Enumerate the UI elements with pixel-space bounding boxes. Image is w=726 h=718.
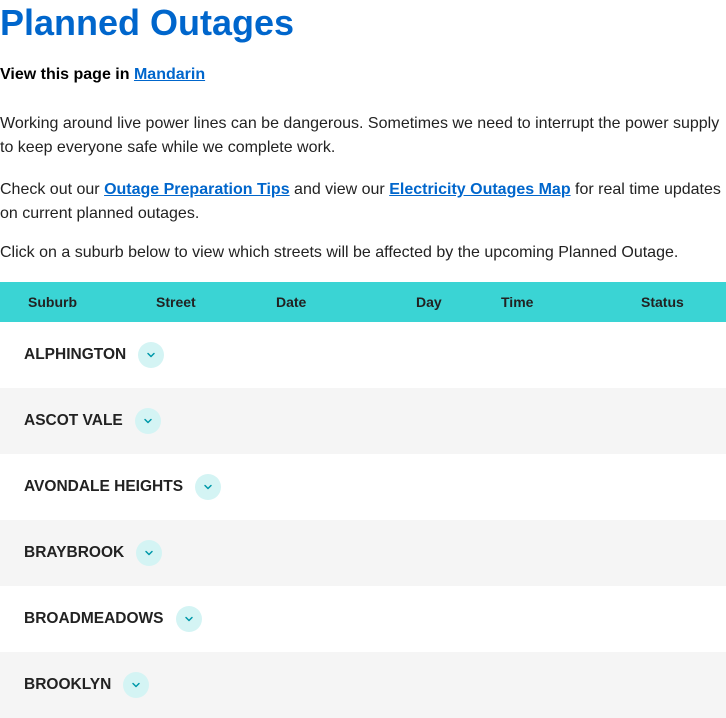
intro-paragraph: Working around live power lines can be d… [0,112,726,160]
links-mid: and view our [290,181,390,198]
links-paragraph: Check out our Outage Preparation Tips an… [0,178,726,226]
column-header-street: Street [156,294,276,310]
suburb-row[interactable]: ASCOT VALE [0,388,726,454]
language-prefix: View this page in [0,66,134,83]
chevron-down-icon[interactable] [176,606,202,632]
suburb-label: BRAYBROOK [24,544,124,562]
chevron-down-icon[interactable] [123,672,149,698]
accordion-container: ALPHINGTON ASCOT VALE AVONDALE HEIGHTS BRAY… [0,322,726,718]
suburb-row[interactable]: ALPHINGTON [0,322,726,388]
suburb-label: BROOKLYN [24,676,111,694]
chevron-down-icon[interactable] [195,474,221,500]
chevron-down-icon[interactable] [138,342,164,368]
suburb-label: AVONDALE HEIGHTS [24,478,183,496]
outages-map-link[interactable]: Electricity Outages Map [389,181,570,198]
suburb-row[interactable]: BROOKLYN [0,652,726,718]
page-title: Planned Outages [0,2,726,44]
outage-preparation-link[interactable]: Outage Preparation Tips [104,181,290,198]
suburb-row[interactable]: AVONDALE HEIGHTS [0,454,726,520]
column-header-day: Day [416,294,501,310]
mandarin-link[interactable]: Mandarin [134,66,205,83]
suburb-row[interactable]: BROADMEADOWS [0,586,726,652]
column-header-date: Date [276,294,416,310]
table-header-row: Suburb Street Date Day Time Status [0,282,726,322]
links-prefix: Check out our [0,181,104,198]
instruction-text: Click on a suburb below to view which st… [0,244,726,262]
column-header-status: Status [641,294,726,310]
chevron-down-icon[interactable] [136,540,162,566]
chevron-down-icon[interactable] [135,408,161,434]
suburb-row[interactable]: BRAYBROOK [0,520,726,586]
column-header-suburb: Suburb [28,294,156,310]
column-header-time: Time [501,294,641,310]
language-selector: View this page in Mandarin [0,66,726,84]
suburb-label: BROADMEADOWS [24,610,164,628]
suburb-label: ALPHINGTON [24,346,126,364]
suburb-label: ASCOT VALE [24,412,123,430]
